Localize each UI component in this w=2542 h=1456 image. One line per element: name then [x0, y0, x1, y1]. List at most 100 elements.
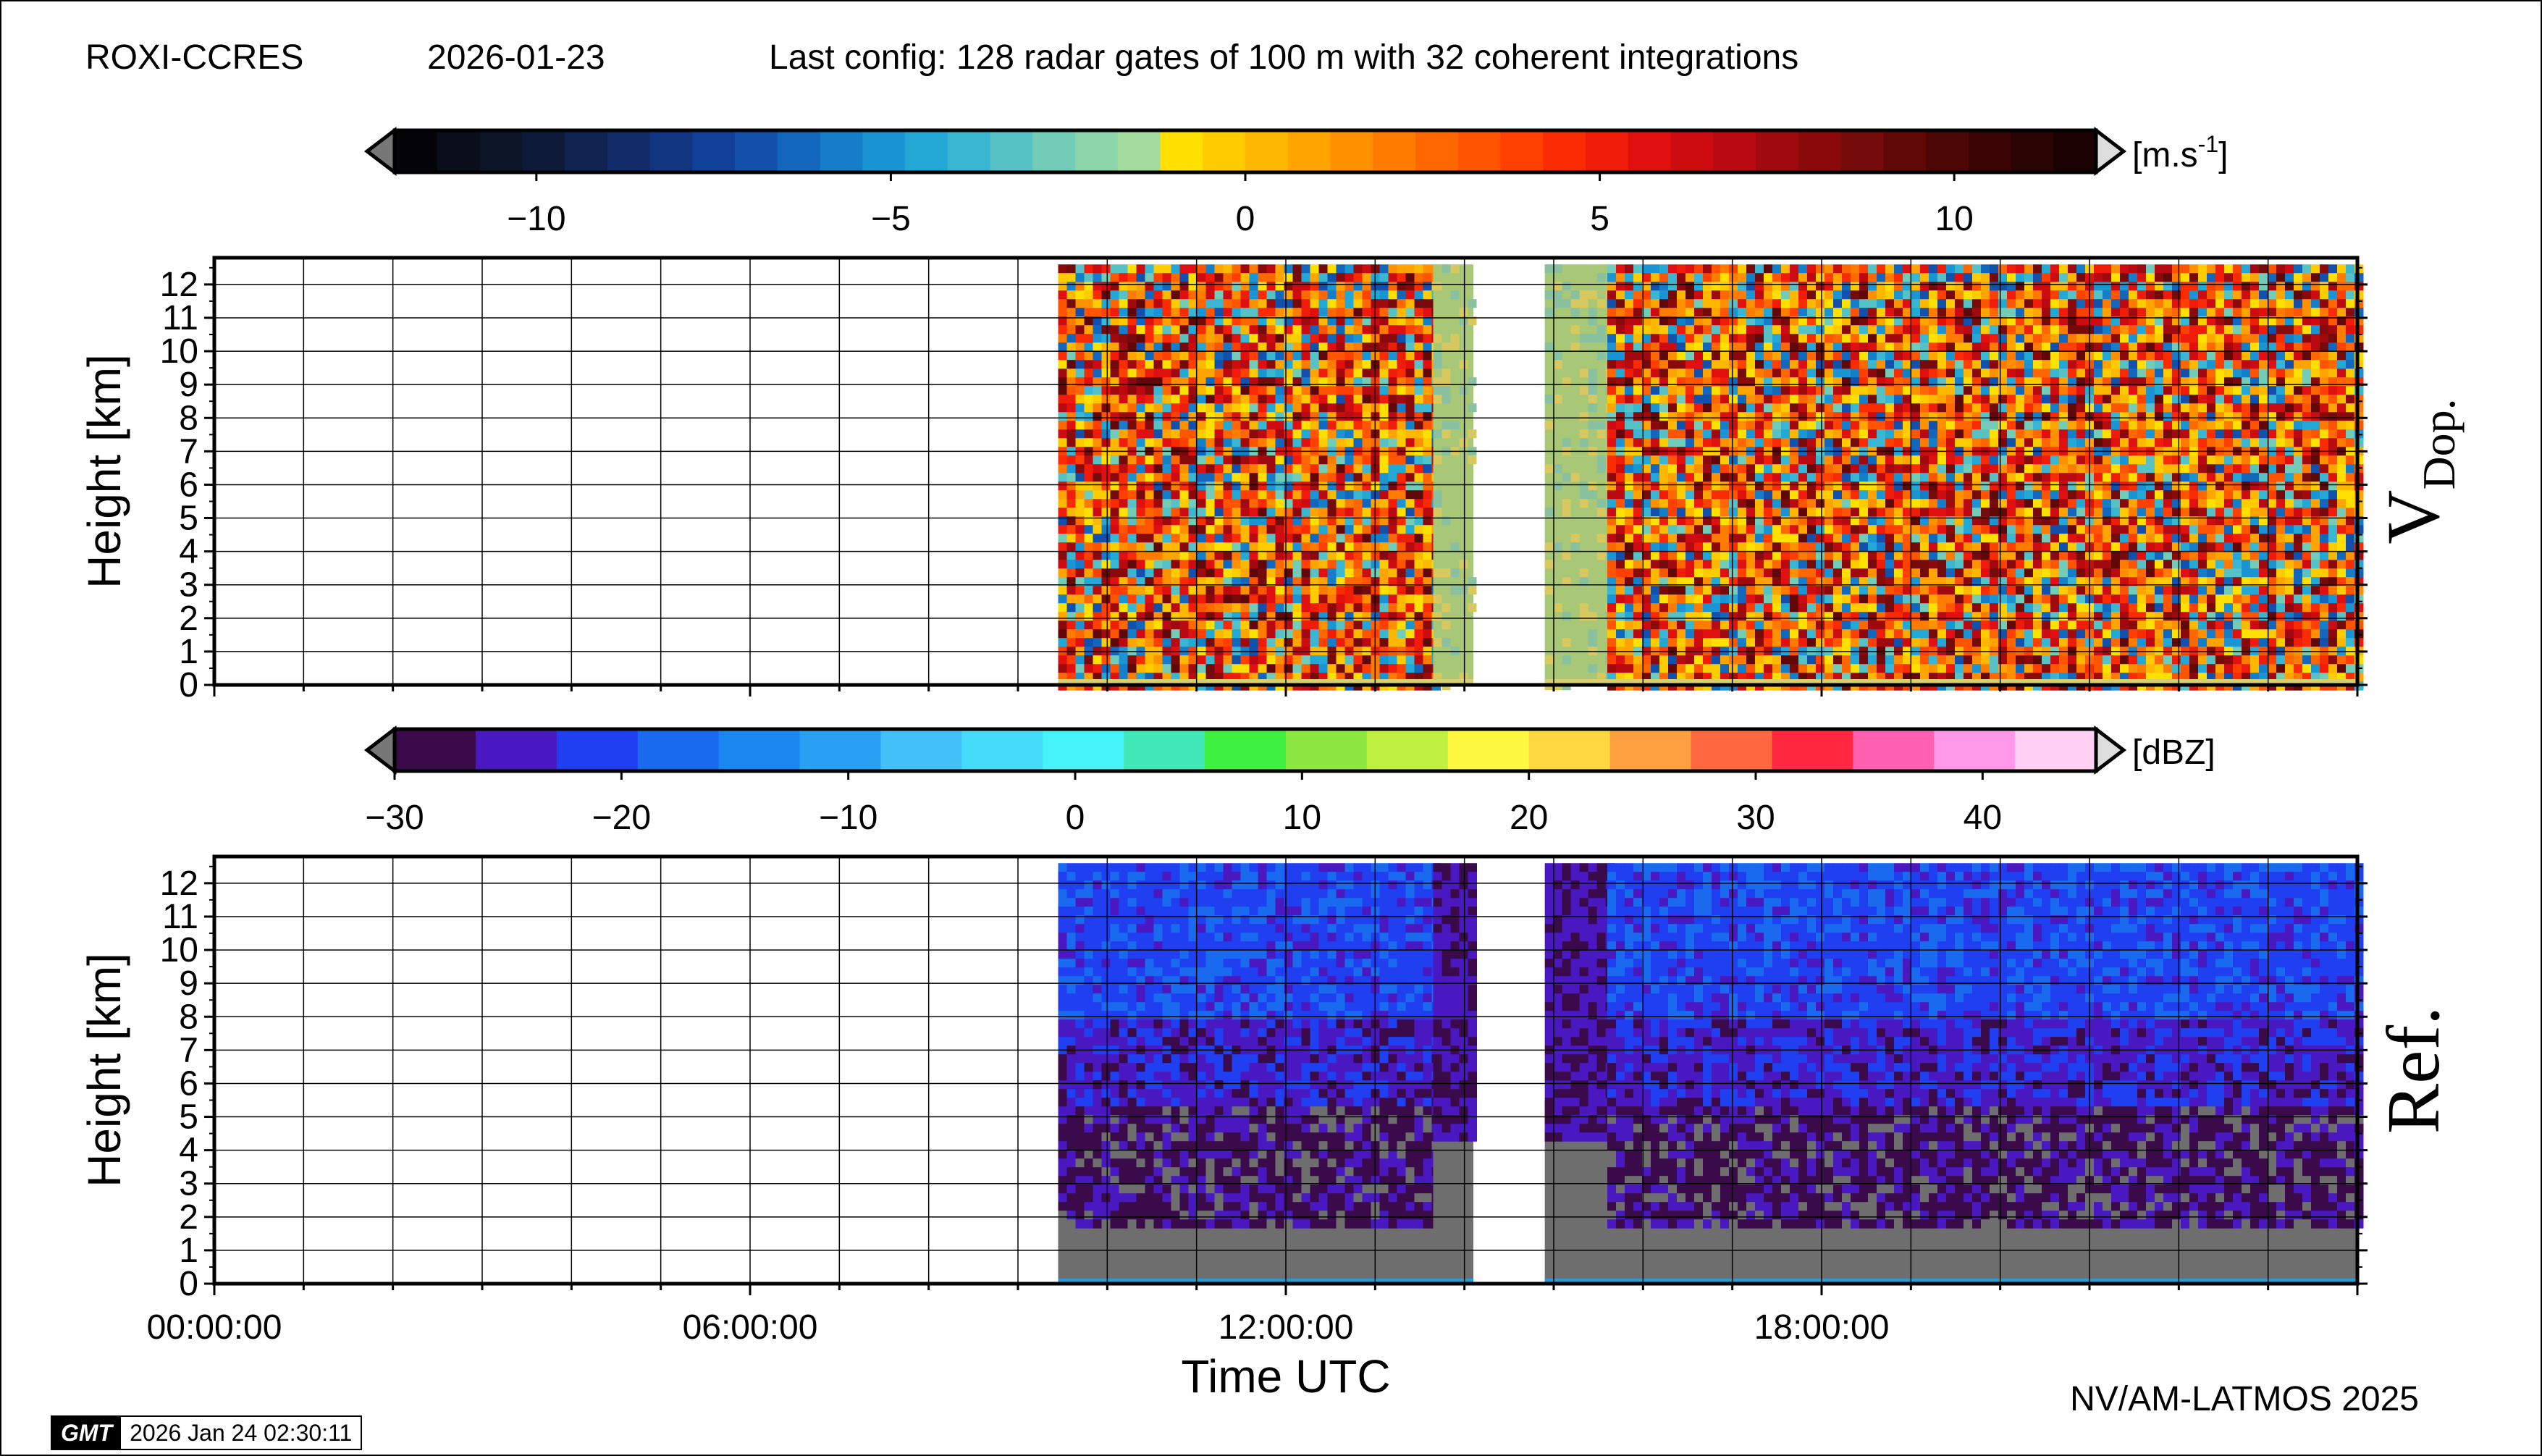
reflectivity-colorbar-swatch [880, 729, 962, 771]
y-tick-label: 7 [179, 1031, 198, 1069]
data-segment [1058, 863, 1441, 1284]
reflectivity-colorbar-swatch [1609, 729, 1692, 771]
reflectivity-colorbar-tick-label: 10 [1283, 799, 1321, 837]
y-tick-label: 3 [179, 566, 198, 605]
doppler-colorbar-tick-label: −5 [871, 200, 911, 238]
reflectivity-colorbar-swatch [1528, 729, 1611, 771]
doppler-colorbar-tick-label: −10 [507, 200, 565, 238]
y-tick-label: 8 [179, 998, 198, 1036]
doppler-colorbar-swatch [1500, 130, 1544, 172]
doppler-colorbar-high-arrow [2094, 126, 2127, 177]
config-description: Last config: 128 radar gates of 100 m wi… [769, 38, 1799, 77]
reflectivity-colorbar-tick-label: 30 [1736, 799, 1775, 837]
doppler-colorbar-swatch [692, 130, 736, 172]
data-segment [1607, 264, 2364, 691]
doppler-colorbar-swatch [649, 130, 693, 172]
reflectivity-colorbar-swatch [1853, 729, 1935, 771]
doppler-colorbar-swatch [1373, 130, 1416, 172]
y-tick-label: 4 [179, 1132, 198, 1170]
x-tick-label: 12:00:00 [1219, 1308, 1354, 1347]
reflectivity-colorbar-tick-label: −10 [819, 799, 878, 837]
doppler-colorbar-tick-label: 10 [1935, 200, 1973, 238]
reflectivity-colorbar-swatch [1691, 729, 1772, 771]
doppler-colorbar-swatch [905, 130, 948, 172]
y-tick-label: 6 [179, 1064, 198, 1103]
doppler-colorbar-swatch [1798, 130, 1842, 172]
data-segment [1607, 863, 2364, 1284]
doppler-colorbar-swatch [1628, 130, 1672, 172]
y-tick-label: 3 [179, 1165, 198, 1203]
x-tick-label: 06:00:00 [683, 1308, 818, 1347]
doppler-colorbar-swatch [1245, 130, 1289, 172]
doppler-colorbar-swatch [1840, 130, 1884, 172]
y-tick-label: 0 [179, 666, 198, 704]
observation-date: 2026-01-23 [427, 38, 605, 77]
y-tick-label: 7 [179, 432, 198, 471]
y-axis-label: Height [km] [78, 953, 130, 1187]
gmt-timestamp-badge: GMT 2026 Jan 24 02:30:11 [51, 1415, 363, 1450]
reflectivity-colorbar-swatch [2015, 729, 2097, 771]
doppler-colorbar-swatch [395, 130, 438, 172]
y-tick-label: 10 [160, 332, 198, 371]
doppler-colorbar-swatch [1968, 130, 2012, 172]
y-tick-label: 1 [179, 1232, 198, 1270]
station-name: ROXI-CCRES [85, 38, 304, 77]
doppler-colorbar-swatch [1287, 130, 1331, 172]
y-tick-label: 12 [160, 266, 198, 304]
doppler-colorbar-swatch [1586, 130, 1629, 172]
doppler-colorbar-tick-label: 5 [1590, 200, 1609, 238]
x-tick-label: 00:00:00 [147, 1308, 282, 1347]
y-tick-label: 4 [179, 533, 198, 571]
doppler-colorbar-swatch [1160, 130, 1203, 172]
doppler-colorbar-tick-label: 0 [1236, 200, 1255, 238]
reflectivity-colorbar-swatch [637, 729, 720, 771]
y-tick-label: 5 [179, 500, 198, 538]
doppler-colorbar-swatch [1756, 130, 1799, 172]
doppler-colorbar-swatch [522, 130, 565, 172]
doppler-colorbar-unit: [m.s-1] [2132, 131, 2228, 174]
reflectivity-colorbar-swatch [1285, 729, 1368, 771]
reflectivity-colorbar-high-arrow [2094, 725, 2127, 775]
doppler-colorbar-swatch [479, 130, 523, 172]
y-axis-label: Height [km] [78, 354, 130, 589]
panel-label: VDop. [2372, 398, 2465, 544]
doppler-colorbar-swatch [1075, 130, 1119, 172]
y-tick-label: 6 [179, 466, 198, 504]
y-tick-label: 9 [179, 964, 198, 1003]
doppler-colorbar-swatch [990, 130, 1033, 172]
gmt-timestamp: 2026 Jan 24 02:30:11 [130, 1419, 353, 1446]
reflectivity-colorbar-swatch [718, 729, 801, 771]
reflectivity-colorbar-swatch [799, 729, 882, 771]
reflectivity-colorbar-swatch [1934, 729, 2016, 771]
doppler-colorbar-swatch [1457, 130, 1502, 172]
y-tick-label: 2 [179, 599, 198, 638]
doppler-colorbar-swatch [862, 130, 906, 172]
y-tick-label: 12 [160, 864, 198, 903]
reflectivity-colorbar-swatch [1043, 729, 1124, 771]
data-segment [1433, 264, 1477, 691]
reflectivity-colorbar-swatch [961, 729, 1043, 771]
doppler-colorbar-swatch [777, 130, 821, 172]
x-tick-label: 18:00:00 [1754, 1308, 1890, 1347]
reflectivity-colorbar-unit: [dBZ] [2132, 733, 2215, 772]
uniform-velocity-band [1433, 264, 1473, 685]
doppler-colorbar-swatch [1543, 130, 1586, 172]
doppler-colorbar-swatch [947, 130, 991, 172]
doppler-colorbar-swatch [1330, 130, 1373, 172]
grid-lines [214, 857, 2358, 1284]
reflectivity-colorbar-swatch [1772, 729, 1853, 771]
credit-text: NV/AM-LATMOS 2025 [2070, 1380, 2419, 1418]
gmt-logo: GMT [52, 1417, 122, 1449]
data-segment [1544, 264, 1615, 691]
reflectivity-colorbar-tick-label: 20 [1510, 799, 1548, 837]
doppler-colorbar-swatch [1415, 130, 1459, 172]
x-axis-label: Time UTC [1181, 1350, 1390, 1402]
data-segment [1433, 863, 1477, 1284]
reflectivity-colorbar-swatch [556, 729, 639, 771]
y-tick-label: 0 [179, 1265, 198, 1303]
doppler-colorbar-swatch [735, 130, 778, 172]
doppler-colorbar-swatch [2053, 130, 2097, 172]
reflectivity-colorbar-swatch [395, 729, 476, 771]
data-segment [1544, 863, 1615, 1284]
